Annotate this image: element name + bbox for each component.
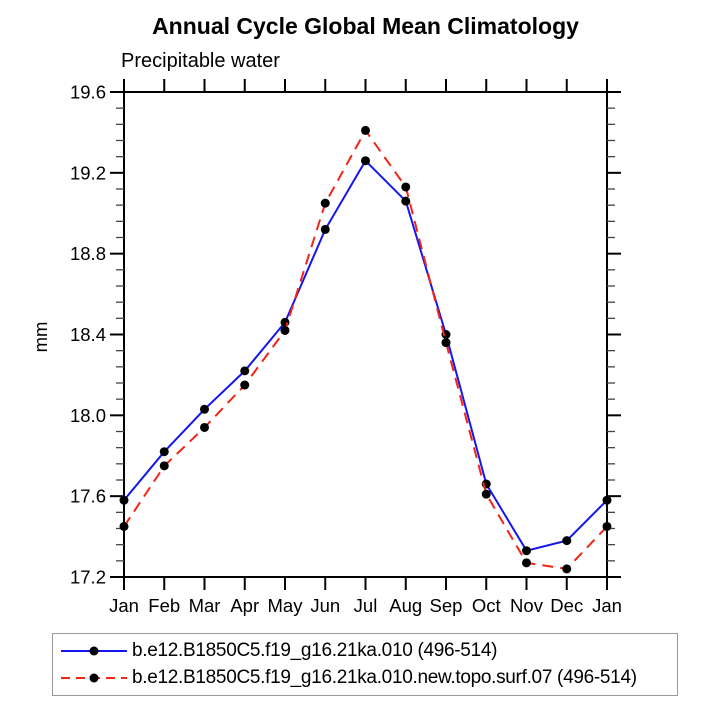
y-tick-label: 19.2 xyxy=(70,162,106,183)
x-tick-label: Nov xyxy=(510,595,544,616)
legend-label: b.e12.B1850C5.f19_g16.21ka.010 (496-514) xyxy=(132,640,498,661)
data-point-marker xyxy=(280,325,290,335)
data-point-marker xyxy=(522,546,531,556)
data-point-marker xyxy=(562,536,572,546)
data-point-marker xyxy=(361,125,370,135)
x-tick-label: Apr xyxy=(230,595,259,616)
data-point-marker xyxy=(320,198,330,208)
x-tick-label: Sep xyxy=(430,595,463,616)
x-tick-label: Aug xyxy=(389,595,422,616)
data-point-marker xyxy=(401,182,411,192)
y-tick-label: 18.8 xyxy=(70,243,106,264)
data-point-marker xyxy=(320,224,330,234)
series-line-dashed xyxy=(123,128,608,570)
x-tick-label: Oct xyxy=(472,595,501,616)
y-tick-label: 17.6 xyxy=(70,486,106,507)
legend-label: b.e12.B1850C5.f19_g16.21ka.010.new.topo.… xyxy=(132,667,637,688)
x-tick-label: Jul xyxy=(354,595,378,616)
x-tick-label: Dec xyxy=(550,595,583,616)
legend-line-sample-dashed xyxy=(61,673,127,683)
data-point-marker xyxy=(602,521,612,531)
data-point-marker xyxy=(240,366,250,376)
chart-title: Annual Cycle Global Mean Climatology xyxy=(152,13,579,39)
x-tick-label: Jan xyxy=(109,595,139,616)
x-tick-label: Jun xyxy=(310,595,340,616)
data-point-marker xyxy=(119,521,129,531)
data-point-marker xyxy=(602,495,612,505)
data-point-marker xyxy=(119,495,129,505)
legend-item: b.e12.B1850C5.f19_g16.21ka.010 (496-514) xyxy=(58,640,677,662)
data-point-marker xyxy=(361,156,370,166)
data-point-marker xyxy=(159,447,169,457)
legend-item: b.e12.B1850C5.f19_g16.21ka.010.new.topo.… xyxy=(58,667,677,689)
data-point-marker xyxy=(240,380,250,390)
data-point-marker xyxy=(200,422,209,432)
x-tick-label: Feb xyxy=(148,595,180,616)
series-markers-1 xyxy=(119,125,612,574)
y-tick-label: 18.4 xyxy=(70,324,106,345)
legend: b.e12.B1850C5.f19_g16.21ka.010 (496-514)… xyxy=(52,633,678,696)
series-line-solid xyxy=(123,159,608,552)
x-tick-label: Mar xyxy=(189,595,221,616)
y-axis-minor-ticks xyxy=(116,107,615,562)
y-axis-ticks: 17.2 17.6 18.0 18.4 18.8 19.2 19.6 xyxy=(70,82,621,588)
data-point-marker xyxy=(441,338,451,348)
y-tick-label: 17.2 xyxy=(70,567,106,588)
x-tick-label: May xyxy=(268,595,304,616)
data-point-marker xyxy=(200,404,209,414)
data-point-marker xyxy=(562,564,572,574)
data-point-marker xyxy=(522,558,531,568)
x-axis-ticks: Jan Feb Mar Apr May Jun Jul Aug Sep Oct Nov Dec Jan xyxy=(109,79,622,616)
data-point-marker xyxy=(481,489,491,499)
y-axis-label: mm xyxy=(30,322,51,353)
x-tick-label: Jan xyxy=(592,595,622,616)
series-markers-0 xyxy=(119,156,612,556)
y-tick-label: 19.6 xyxy=(70,82,106,103)
data-point-marker xyxy=(401,196,411,206)
y-tick-label: 18.0 xyxy=(70,405,106,426)
chart-subtitle: Precipitable water xyxy=(121,50,280,72)
data-point-marker xyxy=(280,317,290,327)
legend-line-sample-solid xyxy=(61,646,127,656)
data-point-marker xyxy=(159,461,169,471)
